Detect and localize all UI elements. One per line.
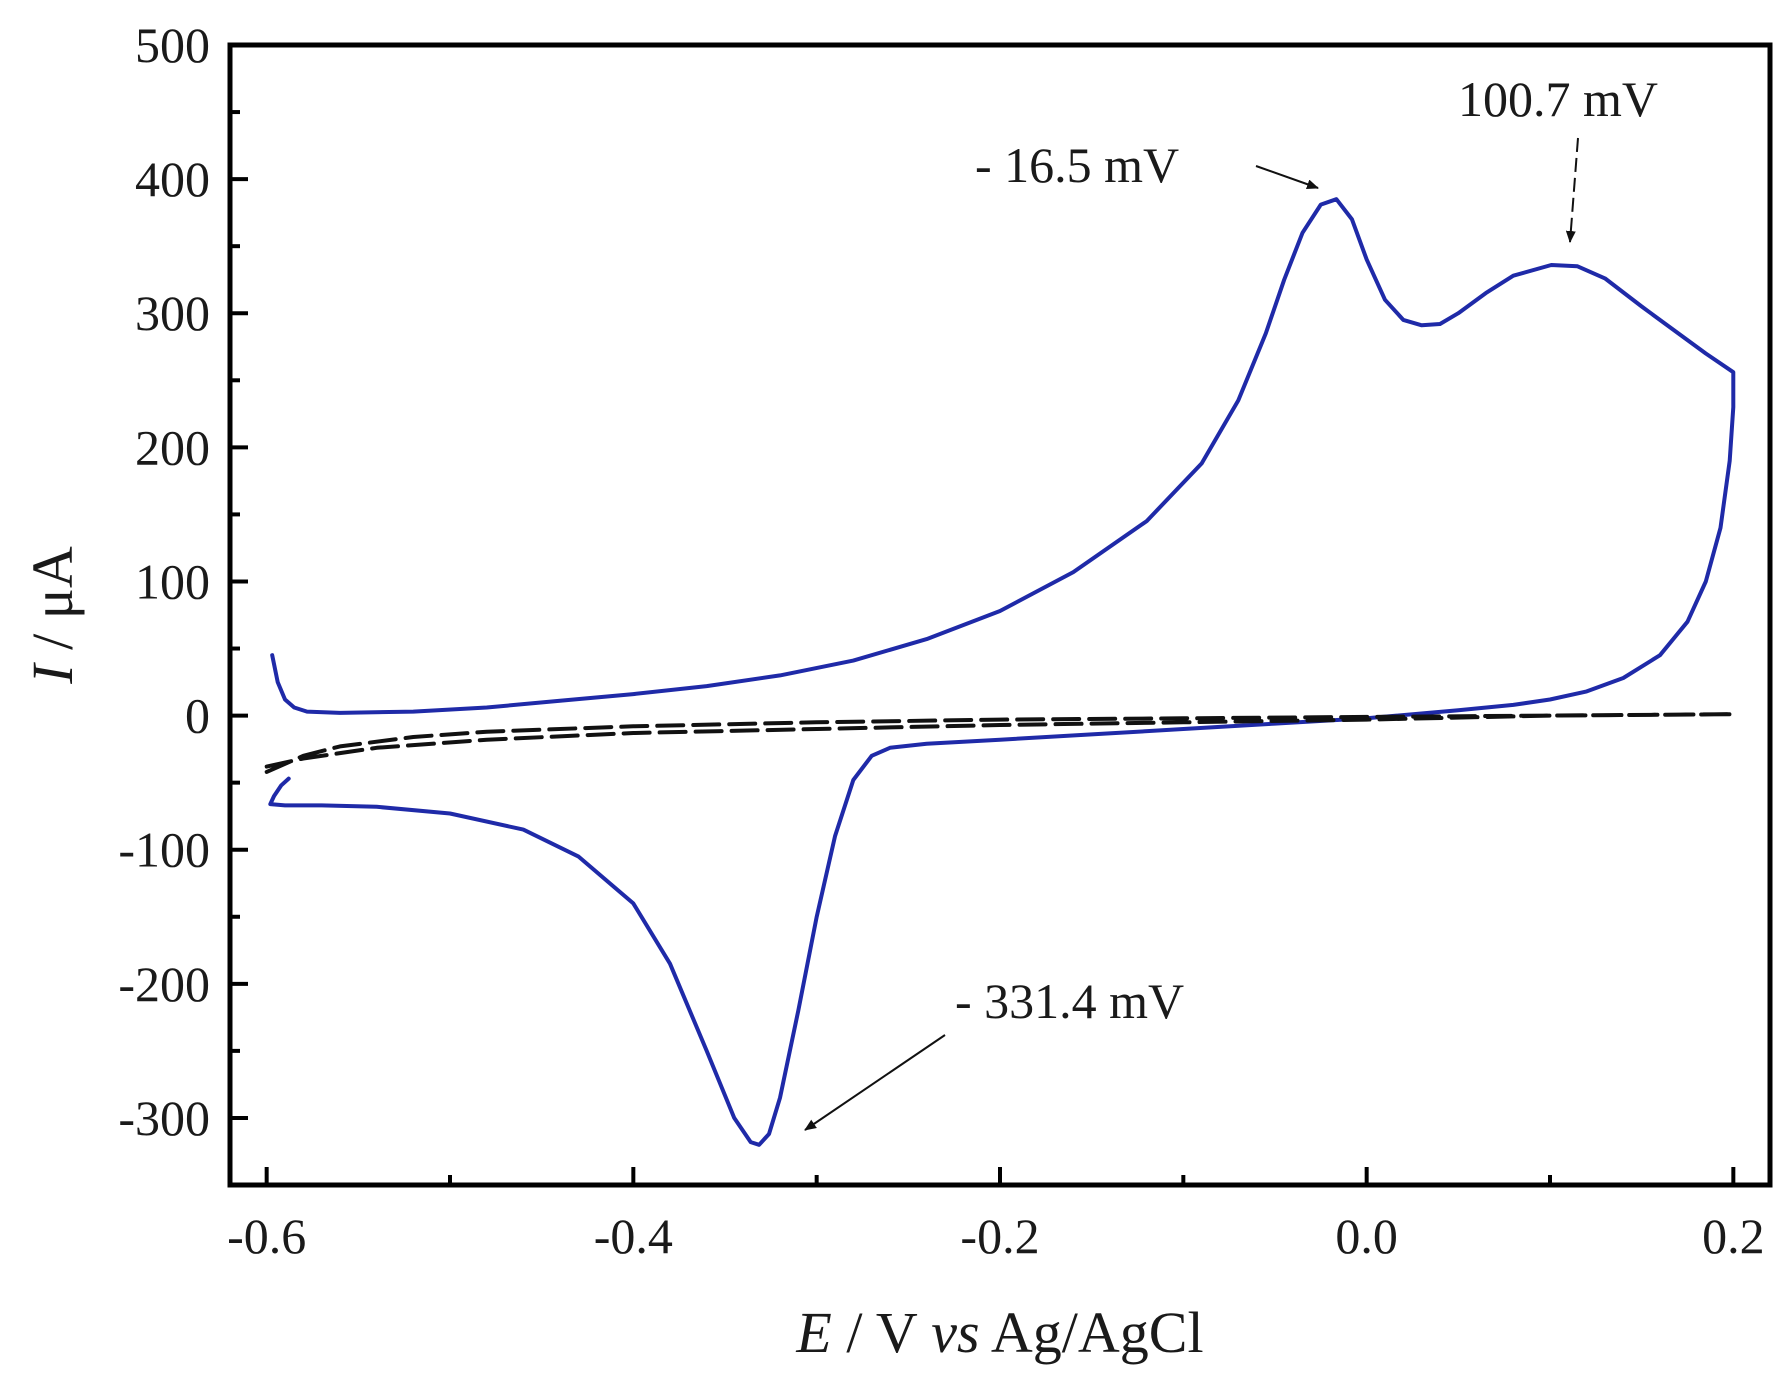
annotation-arrow-100-7	[1565, 137, 1579, 243]
y-tick-label: 100	[135, 553, 210, 609]
annotation-layer: - 16.5 mV 100.7 mV - 331.4 mV	[804, 71, 1658, 1131]
annotation-arrow-331-4	[804, 1034, 946, 1131]
annotation-arrow-16-5	[1255, 165, 1319, 190]
series-layer	[264, 197, 1736, 1147]
y-axis-label: I / μA	[20, 546, 85, 685]
y-tick-label: 200	[135, 419, 210, 475]
annotation-peak-331-4: - 331.4 mV	[955, 973, 1184, 1029]
annotation-peak-100-7: 100.7 mV	[1458, 71, 1658, 127]
series-line-bare	[264, 712, 1736, 774]
x-ticks: -0.6 -0.4 -0.2 0.0 0.2	[227, 1167, 1765, 1264]
x-tick-label: 0.2	[1702, 1208, 1765, 1264]
y-ticks: -300 -200 -100 0 100 200 300 400 500	[118, 17, 248, 1146]
x-tick-label: -0.4	[594, 1208, 673, 1264]
annotation-peak-16-5: - 16.5 mV	[975, 137, 1179, 193]
y-tick-label: -200	[118, 956, 210, 1012]
y-tick-label: -100	[118, 822, 210, 878]
y-tick-label: 400	[135, 151, 210, 207]
x-axis-label: E / V vs Ag/AgCl	[795, 1300, 1203, 1365]
x-tick-label: -0.6	[227, 1208, 306, 1264]
y-tick-label: 0	[185, 688, 210, 744]
series-line-modified	[268, 197, 1736, 1147]
y-tick-label: 500	[135, 17, 210, 73]
x-tick-label: -0.2	[960, 1208, 1039, 1264]
y-tick-label: -300	[118, 1090, 210, 1146]
x-tick-label: 0.0	[1335, 1208, 1398, 1264]
y-tick-label: 300	[135, 285, 210, 341]
